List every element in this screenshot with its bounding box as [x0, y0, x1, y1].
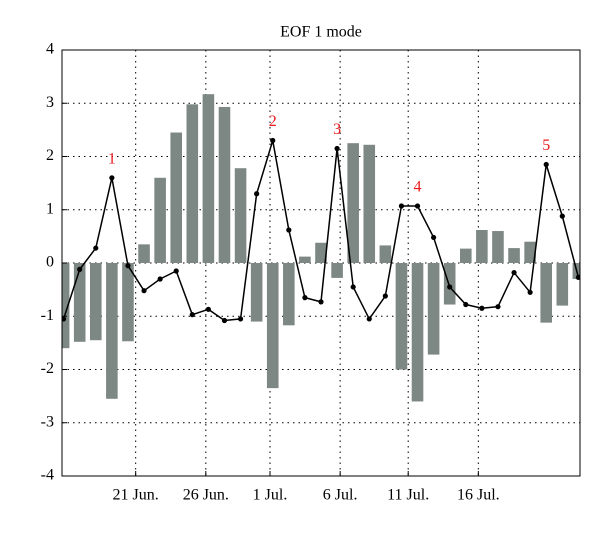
y-tick-label: 4: [46, 41, 54, 58]
plot-frame: [61, 49, 581, 477]
bar: [62, 263, 70, 349]
point: [302, 295, 308, 301]
bar: [106, 263, 118, 399]
y-tick-label: -4: [41, 467, 54, 484]
point: [141, 288, 147, 294]
bar: [459, 248, 472, 263]
bar: [122, 263, 134, 342]
plot: [62, 94, 580, 402]
bar: [395, 263, 408, 370]
point: [350, 284, 356, 290]
line: [62, 140, 580, 322]
point: [463, 301, 469, 308]
x-tick-label: 16 Jul.: [457, 487, 500, 504]
y-tick-label: 1: [46, 200, 54, 217]
bar: [379, 245, 392, 263]
bar: [508, 248, 520, 263]
annotation: 4: [414, 179, 422, 196]
bar: [202, 94, 215, 263]
annotation: 2: [269, 113, 277, 130]
point: [189, 312, 195, 318]
x-tick-label: 6 Jul.: [323, 487, 358, 504]
x-tick-label: 26 Jun.: [183, 487, 229, 504]
point: [77, 266, 83, 272]
bar: [299, 256, 311, 263]
point: [366, 316, 372, 322]
bar: [363, 144, 376, 263]
point: [575, 274, 580, 280]
annotation: 3: [333, 121, 341, 138]
bar: [170, 132, 183, 263]
bar: [234, 168, 247, 263]
bar: [443, 263, 456, 305]
x-tick-label: 1 Jul.: [253, 487, 288, 504]
y-tick-label: -2: [41, 360, 54, 377]
point: [62, 316, 67, 322]
point: [479, 305, 485, 311]
y-tick-label: 3: [46, 94, 54, 111]
point: [318, 299, 324, 305]
point: [237, 316, 244, 322]
point: [447, 284, 453, 290]
point: [270, 137, 276, 144]
bar: [186, 104, 199, 263]
y-tick-label: 0: [46, 254, 54, 271]
point: [286, 227, 292, 233]
y-tick-label: 2: [46, 147, 54, 164]
bar: [218, 106, 231, 263]
point: [205, 306, 211, 312]
point: [559, 213, 565, 219]
point: [93, 245, 99, 251]
bar: [347, 143, 359, 263]
point: [173, 268, 179, 274]
annotation: 5: [542, 137, 550, 154]
bar: [89, 263, 102, 341]
bar: [427, 263, 440, 355]
bar: [556, 263, 569, 306]
point: [431, 234, 437, 241]
point: [254, 191, 260, 197]
point: [221, 317, 228, 324]
point: [495, 304, 501, 310]
point: [382, 293, 388, 299]
bar: [154, 177, 166, 263]
point: [527, 289, 533, 295]
bar: [540, 263, 553, 323]
y-tick-label: -3: [41, 413, 54, 430]
bar: [331, 263, 343, 278]
annotation: 1: [108, 150, 116, 167]
point: [398, 203, 405, 209]
point: [109, 175, 115, 181]
point: [125, 263, 131, 269]
chart-title: EOF 1 mode: [280, 24, 362, 41]
x-tick-label: 11 Jul.: [387, 487, 429, 504]
point: [414, 203, 421, 209]
bar: [138, 244, 150, 263]
point: [543, 161, 549, 168]
point: [511, 269, 517, 276]
bar: [315, 242, 327, 263]
bar: [411, 263, 424, 402]
bar: [492, 231, 504, 263]
bar: [73, 263, 86, 342]
bar: [524, 241, 536, 263]
bar: [266, 263, 279, 389]
y-tick-label: -1: [41, 307, 54, 324]
bar: [476, 229, 488, 263]
point: [157, 276, 163, 282]
bar: [250, 263, 263, 322]
point: [334, 145, 340, 152]
x-tick-label: 21 Jun.: [113, 487, 159, 504]
bar: [283, 263, 295, 326]
